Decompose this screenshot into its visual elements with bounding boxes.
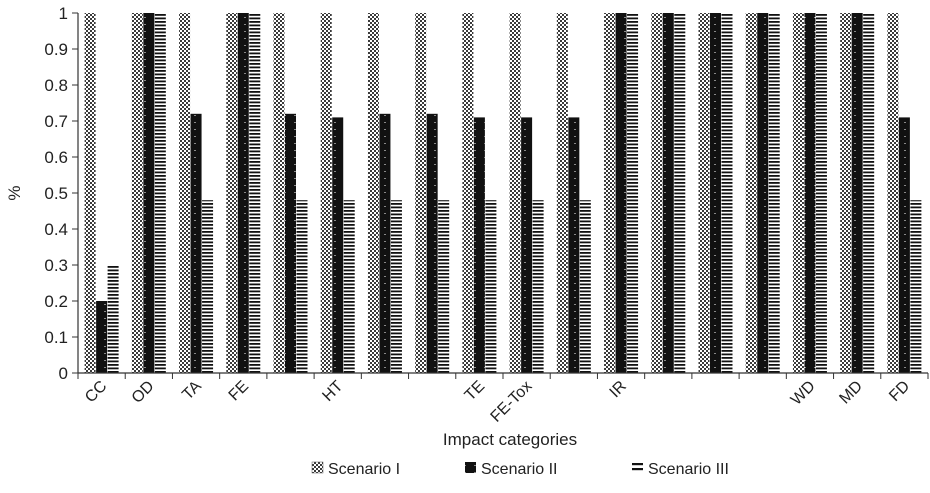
bar-solid [710, 13, 721, 373]
bar-hlines [721, 13, 733, 373]
bar-checker [320, 13, 332, 373]
y-tick-label: 0.8 [44, 76, 68, 95]
y-tick-label: 0.6 [44, 148, 68, 167]
bar-solid [521, 117, 533, 374]
bar-checker [131, 13, 143, 373]
bar-hlines [202, 200, 214, 373]
bar-solid [662, 13, 674, 373]
x-category-label: IR [607, 378, 630, 401]
bars [84, 13, 922, 374]
x-category-label: FE-Tox [488, 378, 536, 426]
bar-checker [745, 13, 757, 373]
x-axis-title: Impact categories [443, 430, 577, 449]
bar-checker [226, 13, 238, 373]
bar-solid [898, 117, 910, 374]
legend-item: Scenario II [465, 461, 557, 478]
bar-solid [568, 117, 580, 374]
bar-solid [332, 117, 344, 374]
bar-solid [615, 13, 627, 373]
bar-checker [651, 13, 663, 373]
bar-hlines [768, 13, 780, 373]
bar-hlines [910, 200, 922, 373]
bar-checker [84, 13, 96, 373]
x-category-label: FD [886, 378, 913, 405]
legend-label: Scenario II [481, 461, 557, 478]
x-category-label: WD [788, 378, 819, 409]
bar-hlines [107, 265, 119, 373]
x-category-label: MD [836, 378, 866, 408]
y-axis-ticks: 0 0.1 0.2 0.3 0.4 0.5 0.6 0.7 0.8 0.9 1 [44, 4, 78, 383]
y-tick-label: 0.7 [44, 112, 68, 131]
bar-solid [851, 13, 863, 373]
legend-item: Scenario III [632, 461, 729, 478]
bar-checker [887, 13, 899, 373]
x-category-label: OD [129, 378, 158, 407]
bar-solid [426, 113, 438, 374]
bar-solid [379, 113, 391, 374]
bar-checker [698, 13, 710, 373]
legend: Scenario I Scenario II Scenario III [311, 461, 729, 478]
bar-checker [840, 13, 852, 373]
bar-checker [556, 13, 568, 373]
bar-solid [190, 113, 202, 374]
legend-swatch [632, 463, 643, 466]
legend-label: Scenario III [648, 461, 729, 478]
bar-hlines [485, 200, 497, 373]
x-category-label: FE [226, 378, 252, 404]
x-category-label: TA [179, 378, 205, 404]
bar-hlines [863, 13, 875, 373]
bar-hlines [343, 200, 355, 373]
bar-solid [96, 301, 108, 373]
y-tick-label: 0.4 [44, 220, 68, 239]
bar-hlines [154, 13, 166, 373]
legend-swatch [311, 461, 324, 474]
x-axis-category-labels: CC OD TA FE HT TE FE-Tox IR WD MD FD [82, 378, 913, 426]
legend-swatch [632, 468, 643, 471]
bar-solid [143, 13, 155, 373]
axes [77, 13, 929, 379]
bar-hlines [296, 200, 308, 373]
bar-solid [237, 13, 249, 373]
x-category-label: CC [82, 378, 110, 406]
bar-solid [757, 13, 769, 373]
bar-checker [509, 13, 521, 373]
bar-hlines [579, 200, 591, 373]
bar-solid [804, 13, 816, 373]
bar-checker [792, 13, 804, 373]
bar-hlines [249, 13, 261, 373]
y-tick-label: 0.5 [44, 184, 68, 203]
legend-swatch [465, 462, 476, 473]
y-tick-label: 0 [59, 364, 68, 383]
y-tick-label: 0.2 [44, 292, 68, 311]
bar-solid [473, 117, 485, 374]
bar-hlines [674, 13, 686, 373]
bar-checker [604, 13, 616, 373]
bar-checker [367, 13, 379, 373]
y-tick-label: 1 [59, 4, 68, 23]
legend-label: Scenario I [328, 461, 400, 478]
bar-hlines [438, 200, 450, 373]
bar-checker [462, 13, 474, 373]
bar-solid [285, 113, 296, 374]
y-tick-label: 0.1 [44, 328, 68, 347]
y-axis-title: % [5, 185, 24, 200]
bar-hlines [390, 200, 402, 373]
bar-hlines [815, 13, 827, 373]
bar-hlines [532, 200, 544, 373]
legend-item: Scenario I [311, 461, 400, 478]
bar-checker [415, 13, 427, 373]
bar-checker [273, 13, 285, 373]
bar-checker [179, 13, 191, 373]
x-category-label: HT [319, 378, 346, 405]
y-tick-label: 0.9 [44, 40, 68, 59]
bar-hlines [627, 13, 639, 373]
x-category-label: TE [462, 378, 488, 404]
y-tick-label: 0.3 [44, 256, 68, 275]
